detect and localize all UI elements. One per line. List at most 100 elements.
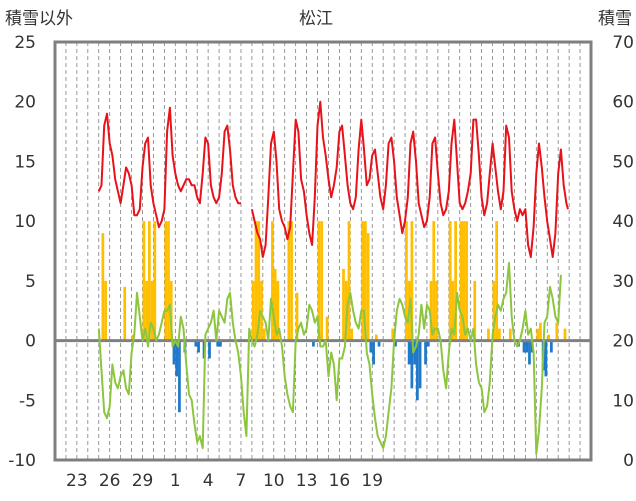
blue-bar (426, 340, 430, 347)
left-tick-label: 20 (14, 93, 36, 113)
green-line (97, 261, 562, 455)
blue-bar (219, 340, 222, 347)
orange-bar (150, 280, 154, 341)
orange-bar (451, 280, 455, 341)
orange-bar (145, 280, 148, 341)
blue-bar (202, 340, 206, 359)
right-tick-label: 30 (612, 272, 634, 292)
orange-bar (366, 233, 370, 341)
left-tick-label: 5 (25, 272, 36, 292)
right-tick-label: 60 (612, 93, 634, 113)
blue-bar (394, 340, 397, 347)
orange-bar (432, 221, 436, 341)
blue-bar (312, 340, 315, 347)
blue-bar (377, 340, 381, 347)
blue-bar (549, 340, 553, 353)
orange-bar (448, 221, 452, 341)
orange-bar (454, 221, 457, 341)
orange-bar (508, 328, 512, 341)
x-tick-label: 16 (329, 471, 351, 491)
orange-bar (539, 322, 542, 341)
orange-bar (465, 221, 468, 341)
orange-bar (342, 268, 345, 341)
orange-bar (498, 328, 501, 341)
blue-bar (544, 340, 548, 377)
blue-bar (424, 340, 427, 365)
plot-frame (53, 40, 593, 462)
orange-bar (153, 221, 157, 341)
orange-bar (347, 221, 351, 341)
red-line (97, 106, 241, 229)
left-axis-ticks: 25 20 15 10 5 0 -5 -10 (8, 33, 36, 471)
orange-bar (142, 221, 146, 341)
blue-bar (415, 340, 419, 401)
orange-bar (563, 328, 567, 341)
orange-bar (325, 316, 329, 341)
x-tick-label: 10 (263, 471, 285, 491)
orange-bar (273, 268, 277, 341)
x-axis-ticks: 23 26 29 1 4 7 10 13 16 19 (66, 471, 383, 491)
left-tick-label: 10 (14, 212, 36, 232)
blue-bar (528, 340, 531, 365)
orange-bar (495, 221, 499, 341)
orange-bar (320, 221, 323, 341)
blue-bar (522, 340, 526, 353)
orange-bar (287, 221, 291, 341)
x-tick-label: 7 (236, 471, 247, 491)
right-tick-label: 70 (612, 33, 634, 53)
right-tick-label: 20 (612, 332, 634, 352)
orange-bar (405, 221, 408, 341)
orange-bar (295, 292, 299, 341)
orange-bar (410, 221, 414, 341)
right-axis-label: 積雪 (598, 9, 632, 29)
orange-bar (555, 322, 559, 341)
orange-bar (429, 280, 433, 341)
orange-bar (374, 334, 378, 341)
orange-bar (536, 328, 540, 341)
orange-bar (317, 221, 321, 341)
blue-bar (413, 340, 416, 365)
x-tick-label: 23 (66, 471, 88, 491)
orange-bar (435, 280, 438, 341)
x-tick-label: 29 (132, 471, 154, 491)
orange-bar (391, 328, 395, 341)
bars (101, 221, 567, 413)
orange-bar (290, 221, 293, 341)
x-tick-label: 26 (99, 471, 121, 491)
blue-bar (194, 340, 198, 347)
left-tick-label: 15 (14, 152, 36, 172)
blue-bar (410, 340, 414, 389)
blue-bar (197, 340, 200, 353)
blue-bar (172, 340, 176, 365)
red-line (250, 100, 569, 258)
blue-bar (369, 340, 373, 353)
left-axis-label: 積雪以外 (5, 9, 73, 29)
blue-bar (175, 340, 179, 377)
orange-bar (104, 280, 107, 341)
right-tick-label: 40 (612, 212, 634, 232)
x-tick-label: 19 (361, 471, 383, 491)
left-tick-label: -10 (8, 451, 36, 471)
orange-bar (492, 280, 496, 341)
blue-bar (407, 340, 411, 365)
orange-bar (473, 280, 477, 341)
orange-bar (361, 221, 365, 341)
orange-bar (123, 286, 127, 341)
left-tick-label: 0 (25, 332, 36, 352)
blue-bar (418, 340, 422, 389)
orange-bar (459, 221, 463, 341)
right-tick-label: 0 (623, 451, 634, 471)
orange-bar (101, 233, 105, 341)
right-tick-label: 10 (612, 391, 634, 411)
left-tick-label: 25 (14, 33, 36, 53)
series-lines (97, 100, 569, 455)
x-tick-label: 1 (170, 471, 181, 491)
orange-bar (271, 221, 274, 341)
orange-bar (462, 221, 466, 341)
chart-title: 松江 (299, 9, 333, 29)
orange-bar (276, 280, 280, 341)
orange-bar (147, 221, 151, 341)
orange-bar (257, 221, 261, 341)
orange-bar (487, 328, 490, 341)
